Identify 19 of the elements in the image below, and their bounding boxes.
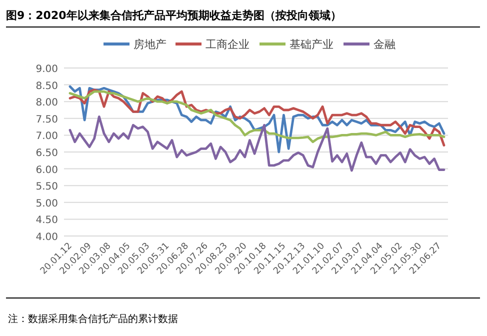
y-tick-label: 8.50 — [36, 80, 58, 92]
legend-label: 工商企业 — [206, 38, 250, 51]
y-tick-label: 7.00 — [36, 131, 58, 142]
y-tick-label: 8.00 — [36, 98, 58, 109]
y-tick-label: 5.50 — [36, 182, 58, 193]
y-tick-label: 6.00 — [36, 164, 58, 176]
legend-label: 基础产业 — [290, 38, 334, 51]
y-tick-label: 4.50 — [36, 215, 58, 226]
y-tick-label: 5.00 — [36, 198, 58, 210]
y-tick-label: 6.50 — [36, 148, 58, 159]
chart-title: 图9：2020年以来集合信托产品平均预期收益走势图（按投向领域） — [6, 9, 342, 22]
line-series — [68, 85, 446, 154]
legend-label: 房地产 — [134, 38, 166, 51]
text: 注：数据采用集合信托产品的累计数据 — [8, 313, 178, 325]
legend-label: 金融 — [374, 38, 396, 51]
y-tick-label: 4.00 — [36, 232, 58, 243]
line-series — [68, 116, 446, 172]
y-tick-label: 9.00 — [36, 64, 58, 75]
y-tick-label: 7.50 — [36, 114, 58, 126]
